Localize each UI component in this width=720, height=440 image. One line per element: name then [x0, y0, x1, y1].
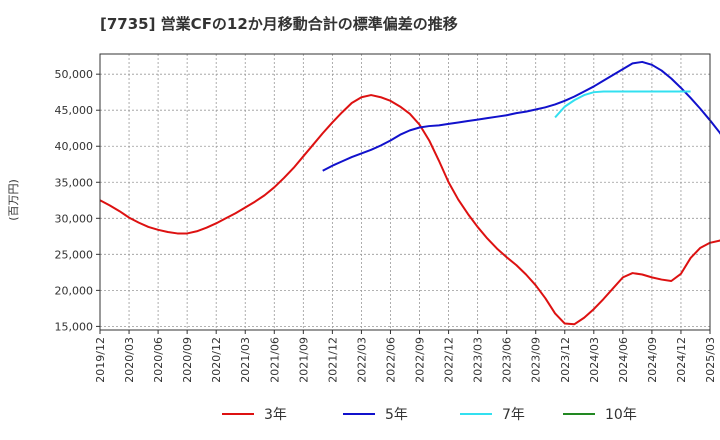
grid-layer — [99, 54, 711, 330]
y-tick-label: 50,000 — [55, 68, 94, 81]
series-line-0 — [99, 94, 720, 326]
x-tick-label: 2023/03 — [472, 337, 485, 383]
x-tick-label: 2020/06 — [152, 337, 165, 383]
x-tick-label: 2023/09 — [530, 337, 543, 383]
x-tick-label: 2022/12 — [443, 337, 456, 383]
y-tick-label: 40,000 — [55, 140, 94, 153]
x-tick-label: 2020/03 — [123, 337, 136, 383]
legend-label: 7年 — [502, 407, 525, 423]
x-tick-label: 2024/09 — [646, 337, 659, 383]
x-tick-label: 2021/09 — [297, 337, 310, 383]
x-tick-label: 2024/12 — [675, 337, 688, 383]
x-tick-label: 2021/12 — [326, 337, 339, 383]
x-tick-label: 2020/09 — [181, 337, 194, 383]
series-line-2 — [554, 90, 691, 119]
x-tick-label: 2021/06 — [268, 337, 281, 383]
x-tick-label: 2022/03 — [355, 337, 368, 383]
y-tick-label: 20,000 — [55, 284, 94, 297]
legend-label: 5年 — [385, 407, 408, 423]
y-axis-label: (百万円) — [7, 179, 20, 221]
x-tick-label: 2019/12 — [94, 337, 107, 383]
legend-label: 10年 — [605, 407, 637, 423]
chart-title: [7735] 営業CFの12か月移動合計の標準偏差の推移 — [100, 15, 458, 33]
x-tick-label: 2022/06 — [384, 337, 397, 383]
x-tick-label: 2021/03 — [239, 337, 252, 383]
y-tick-label: 35,000 — [55, 176, 94, 189]
x-tick-label: 2023/12 — [559, 337, 572, 383]
x-tick-label: 2023/06 — [501, 337, 514, 383]
legend-label: 3年 — [264, 407, 287, 423]
legend: 3年 5年 7年 10年 — [222, 407, 637, 423]
series-layer — [99, 60, 720, 326]
series-line-1 — [322, 60, 720, 172]
y-tick-label: 15,000 — [55, 320, 94, 333]
y-tick-label: 25,000 — [55, 248, 94, 261]
x-tick-label: 2020/12 — [210, 337, 223, 383]
x-tick-label: 2022/09 — [414, 337, 427, 383]
y-tick-layer: 15,000 20,000 25,000 30,000 35,000 40,000 45,0… — [55, 68, 100, 333]
x-tick-label: 2025/03 — [704, 337, 717, 383]
x-tick-label: 2024/03 — [588, 337, 601, 383]
plot-frame — [99, 53, 711, 331]
y-tick-label: 45,000 — [55, 104, 94, 117]
x-tick-label: 2024/06 — [617, 337, 630, 383]
y-tick-label: 30,000 — [55, 212, 94, 225]
x-tick-layer: 2019/12 2020/03 2020/06 2020/09 2020/12 2021/… — [94, 330, 717, 383]
